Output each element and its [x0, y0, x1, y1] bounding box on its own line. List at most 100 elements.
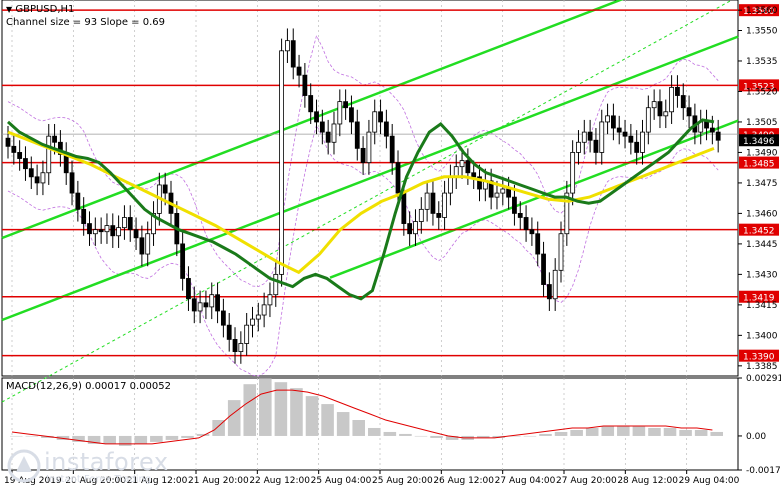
- macd-bar: [212, 420, 225, 436]
- level-label: 1.3560: [743, 7, 775, 17]
- candle-body: [651, 101, 657, 109]
- candle-body: [675, 86, 680, 96]
- level-label: 1.3485: [743, 160, 775, 170]
- y-tick-label: 1.3505: [746, 118, 778, 128]
- candle-body: [127, 217, 133, 231]
- candle-body: [314, 111, 319, 123]
- candle-body: [209, 294, 215, 308]
- x-tick-label: 28 Aug 12:00: [617, 476, 678, 486]
- macd-bar: [118, 435, 132, 446]
- candle-body: [191, 298, 197, 312]
- macd-bar: [274, 382, 288, 436]
- candle-body: [645, 107, 651, 133]
- macd-bar: [165, 435, 179, 440]
- candle-body: [186, 278, 191, 300]
- candle-body: [477, 176, 482, 190]
- level-label-bg: [739, 290, 779, 303]
- symbol-label: GBPUSD,H1: [15, 4, 75, 15]
- candle-body: [383, 121, 389, 137]
- x-tick-label: 27 Aug 04:00: [495, 476, 556, 486]
- candle-body: [709, 127, 715, 133]
- y-tick-label: 1.3535: [746, 57, 778, 67]
- candle-body: [273, 273, 279, 296]
- candle-body: [267, 294, 273, 306]
- candle-body: [34, 176, 40, 184]
- macd-bar: [710, 431, 723, 436]
- candle-body: [279, 50, 284, 275]
- macd-bar: [305, 396, 319, 436]
- watermark-name: instaforex: [44, 448, 169, 476]
- watermark-tagline: Instant Forex Trading: [46, 474, 152, 485]
- y-tick-label: 1.3445: [746, 240, 778, 250]
- channel-upper: [1, 0, 624, 240]
- candle-body: [587, 131, 593, 141]
- x-tick-label: 27 Aug 20:00: [556, 476, 617, 486]
- macd-bar: [585, 427, 599, 436]
- candle-body: [285, 40, 290, 52]
- candle-body: [337, 101, 343, 125]
- macd-bar: [648, 427, 661, 436]
- bollinger-upper: [7, 34, 719, 288]
- channel-lower: [329, 119, 739, 279]
- x-tick-label: 20 Aug 20:00: [65, 476, 126, 486]
- candle-body: [430, 192, 436, 214]
- candle-body: [581, 131, 587, 143]
- y-tick-label: 1.3475: [746, 179, 778, 189]
- candle-body: [372, 111, 378, 133]
- y-tick-label: 1.3430: [746, 270, 778, 280]
- candle-body: [5, 137, 11, 147]
- candle-body: [290, 40, 296, 68]
- macd-bar: [56, 435, 70, 440]
- candle-body: [11, 145, 17, 153]
- x-tick-label: 25 Aug 20:00: [372, 476, 433, 486]
- bollinger-bands: [7, 34, 719, 377]
- candle-body: [319, 121, 325, 133]
- ma-fast-line: [6, 118, 715, 301]
- level-label-bg: [739, 223, 779, 236]
- candle-body: [203, 302, 209, 308]
- candle-body: [494, 192, 500, 198]
- macd-bar: [570, 429, 583, 436]
- candle-body: [448, 176, 453, 194]
- candle-body: [715, 131, 721, 141]
- candle-body: [552, 269, 558, 300]
- candle-body: [151, 213, 156, 235]
- macd-bar: [694, 429, 708, 436]
- y-tick-label: 1.3460: [746, 209, 778, 219]
- candle-body: [69, 172, 75, 194]
- candle-body: [576, 141, 581, 153]
- x-tick-label: 21 Aug 20:00: [188, 476, 249, 486]
- candle-body: [220, 310, 226, 326]
- channel-info: Channel size = 93 Slope = 0.69: [6, 17, 166, 28]
- candle-body: [343, 101, 349, 109]
- channel-middle: [1, 35, 739, 322]
- bollinger-lower: [7, 123, 719, 377]
- macd-bar: [259, 378, 272, 436]
- moving-averages: [6, 118, 715, 301]
- candle-body: [296, 66, 302, 76]
- y-tick-label: 1.3520: [746, 87, 778, 97]
- candle-body: [599, 121, 605, 153]
- macd-bar: [679, 429, 692, 436]
- candle-body: [471, 172, 477, 178]
- candle-body: [459, 160, 465, 168]
- macd-bar: [181, 435, 194, 438]
- macd-bar: [445, 435, 459, 440]
- candle-body: [302, 74, 308, 96]
- macd-bar: [103, 435, 116, 444]
- candle-body: [686, 107, 692, 117]
- candle-body: [570, 152, 576, 194]
- candle-body: [395, 162, 401, 194]
- candle-body: [162, 184, 168, 194]
- candle-body: [424, 192, 430, 210]
- candle-body: [360, 147, 366, 163]
- candle-body: [500, 188, 506, 194]
- instaforex-icon: [7, 449, 41, 483]
- candle-body: [453, 166, 459, 178]
- level-label-bg: [739, 156, 779, 169]
- level-label: 1.3523: [743, 82, 775, 92]
- candle-body: [75, 192, 81, 210]
- candle-body: [308, 95, 314, 113]
